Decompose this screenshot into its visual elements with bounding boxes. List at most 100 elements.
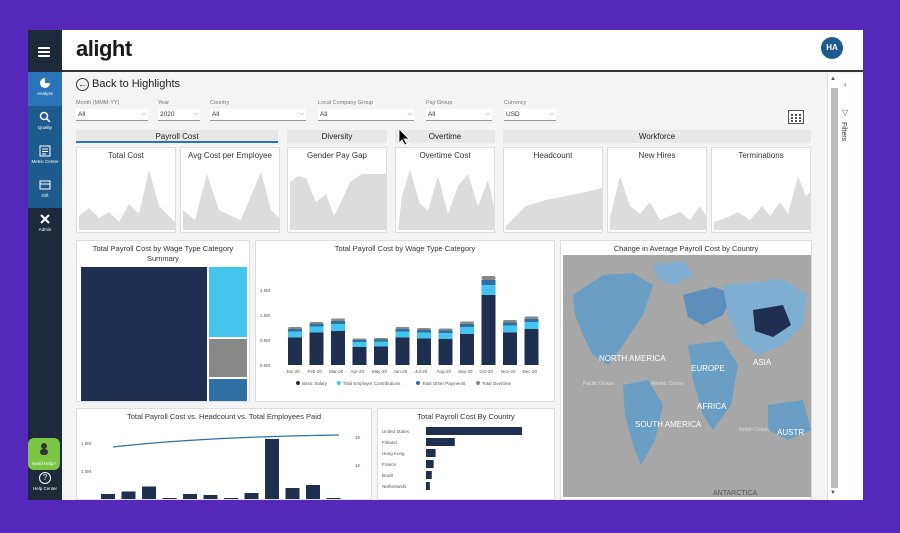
stacked-bar-segment	[481, 280, 496, 285]
filter-label: Currency	[504, 100, 527, 106]
kpi-terminations[interactable]: Terminations	[711, 147, 811, 233]
kpi-label: Headcount	[533, 151, 573, 160]
vertical-scrollbar[interactable]	[831, 88, 838, 488]
x-tick-label: Feb-20	[308, 369, 323, 374]
country-bar	[426, 471, 432, 479]
stacked-bar-segment	[503, 325, 517, 333]
filter-local-company-group[interactable]: Local Company Group All ⌵	[318, 100, 414, 121]
stacked-bar-segment	[503, 320, 517, 323]
treemap-employer-contributions	[209, 267, 247, 337]
filter-currency[interactable]: Currency USD ⌵	[504, 100, 556, 121]
sidebar-item-quality[interactable]: Quality	[28, 106, 62, 140]
tab-payroll-cost[interactable]: Payroll Cost	[76, 130, 278, 143]
kpi-total-cost[interactable]: Total Cost	[76, 147, 176, 233]
country-bar	[426, 482, 430, 490]
magnifier-icon	[39, 111, 51, 123]
stacked-bar-segment	[481, 276, 496, 280]
x-tick-label: Apr-20	[351, 369, 365, 374]
stacked-bar-segment	[524, 319, 539, 322]
stacked-bar-segment	[481, 285, 496, 295]
x-tick-label: Jul-20	[415, 369, 428, 374]
stacked-bar-segment	[374, 341, 388, 347]
sidebar: Analyze Quality Metric Center Gift Admin…	[28, 72, 62, 500]
kpi-headcount[interactable]: Headcount	[503, 147, 603, 233]
need-help-button[interactable]: Need Help?	[28, 438, 60, 470]
tab-workforce[interactable]: Workforce	[503, 130, 811, 143]
combo-bar	[183, 494, 197, 499]
map-label-south-america: SOUTH AMERICA	[635, 420, 702, 429]
app-window: alight HA Analyze Quality Metric Center …	[28, 30, 863, 500]
chevron-down-icon: ⌵	[485, 111, 490, 117]
stacked-bar-segment	[524, 316, 539, 319]
filter-month[interactable]: Month (MMM-YY) All ⌵	[76, 100, 148, 121]
map-panel: Change in Average Payroll Cost by Countr…	[560, 240, 812, 500]
filter-year[interactable]: Year 2020 ⌵	[158, 100, 200, 121]
metric-icon	[39, 145, 51, 157]
stacked-bar-segment	[352, 340, 367, 342]
stacked-bar-segment	[417, 338, 431, 365]
legend-swatch	[296, 381, 300, 385]
grid-view-icon[interactable]	[788, 110, 804, 124]
combo-bar	[162, 498, 177, 499]
world-map: NORTH AMERICA EUROPE ASIA AFRICA SOUTH A…	[563, 255, 811, 497]
country-label: Finland	[382, 440, 397, 445]
back-to-highlights-link[interactable]: ← Back to Highlights	[76, 78, 180, 91]
legend-label: Total Employer Contributions	[343, 381, 401, 386]
panel-subtitle: Summary	[146, 254, 180, 263]
filter-pay-group[interactable]: Pay Group All ⌵	[426, 100, 492, 121]
kpi-gender-pay-gap[interactable]: Gender Pay Gap	[287, 147, 387, 233]
y-tick-label: 1.5M	[81, 441, 91, 446]
filter-country[interactable]: Country All ⌵	[210, 100, 306, 121]
stacked-bar-segment	[309, 326, 324, 333]
filter-value: All	[320, 111, 328, 118]
chevron-down-icon: ⌵	[407, 111, 412, 117]
country-label: France	[382, 462, 397, 467]
sidebar-item-gift[interactable]: Gift	[28, 174, 62, 208]
question-icon: ?	[39, 472, 51, 484]
stacked-bar-segment	[374, 346, 388, 365]
sidebar-item-metric-center[interactable]: Metric Center	[28, 140, 62, 174]
scroll-down-icon[interactable]: ▼	[830, 490, 836, 496]
stacked-bar-segment	[288, 331, 302, 338]
kpi-overtime-cost[interactable]: Overtime Cost	[395, 147, 495, 233]
sparkline	[714, 176, 810, 230]
sidebar-item-analyze[interactable]: Analyze	[28, 72, 62, 106]
map-label-africa: AFRICA	[697, 402, 727, 411]
country-bar	[426, 449, 436, 457]
map-label-atlantic: Atlantic Ocean	[651, 381, 684, 387]
user-avatar[interactable]: HA	[821, 37, 843, 59]
y-tick-label-right: 1K	[355, 435, 361, 440]
chevron-down-icon: ⌵	[193, 111, 198, 117]
filter-value: All	[78, 111, 86, 118]
panel-title: Total Payroll Cost by Wage Type Category	[334, 244, 476, 253]
treemap-overtime	[209, 379, 247, 401]
stacked-bar-segment	[395, 331, 410, 338]
kpi-new-hires[interactable]: New Hires	[607, 147, 707, 233]
sidebar-item-admin[interactable]: Admin	[28, 208, 62, 242]
treemap-basic-salary	[81, 267, 207, 401]
combo-bar	[244, 493, 259, 499]
stacked-bar-segment	[331, 324, 345, 331]
person-icon	[40, 443, 48, 455]
stacked-bar-segment	[460, 334, 474, 365]
tab-overtime[interactable]: Overtime	[395, 130, 495, 143]
panel-title: Change in Average Payroll Cost by Countr…	[613, 244, 759, 253]
tab-diversity[interactable]: Diversity	[287, 130, 387, 143]
y-tick-label: 0.0M	[260, 363, 270, 368]
filter-funnel-icon: ▽	[842, 108, 849, 117]
kpi-avg-cost-per-employee[interactable]: Avg Cost per Employee	[180, 147, 280, 233]
sidebar-item-label: Analyze	[36, 91, 53, 96]
country-label: Netherlands	[382, 484, 407, 489]
hamburger-menu-icon[interactable]	[28, 30, 62, 72]
scroll-up-icon[interactable]: ▲	[830, 76, 836, 82]
map-china	[753, 305, 791, 337]
chevron-down-icon: ⌵	[299, 111, 304, 117]
collapse-chevron-icon[interactable]: ‹	[844, 80, 847, 89]
help-center-button[interactable]: ? Help Center	[28, 472, 62, 491]
stacked-bar-segment	[309, 324, 324, 327]
country-bar	[426, 427, 522, 435]
stacked-bar-segment	[524, 322, 539, 329]
map-greenland	[653, 261, 693, 285]
stacked-bar-segment	[352, 347, 367, 365]
y-tick-label: 1.0M	[260, 313, 270, 318]
